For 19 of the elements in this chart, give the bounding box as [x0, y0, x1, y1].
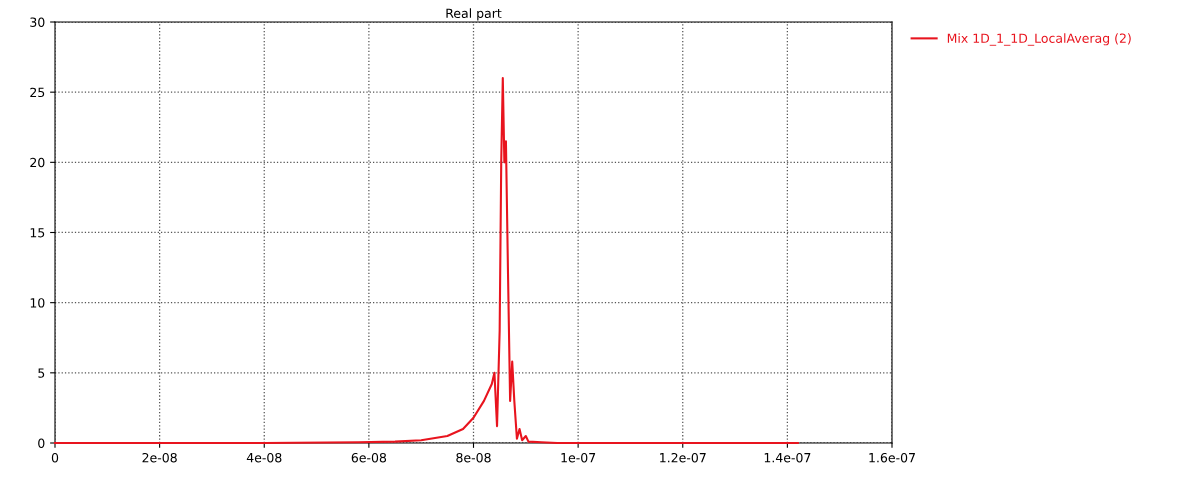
x-tick-label: 1.4e-07: [764, 452, 811, 463]
y-tick-label: 15: [30, 228, 45, 238]
y-tick-label: 0: [38, 438, 45, 448]
y-tick-label: 5: [38, 368, 45, 378]
line-series: [53, 77, 799, 445]
chart-title: Real part: [446, 8, 502, 21]
x-tick-label: 8e-08: [456, 452, 491, 463]
x-tick-label: 4e-08: [246, 452, 282, 463]
x-tick-label: 1e-07: [561, 452, 596, 463]
legend-label: Mix 1D_1_1D_LocalAverag (2): [947, 33, 1131, 46]
x-tick-label: 0: [51, 452, 59, 463]
y-tick-label: 30: [30, 17, 45, 27]
x-tick-label: 6e-08: [351, 452, 387, 463]
x-tick-label: 1.6e-07: [869, 452, 915, 463]
y-tick-label: 10: [30, 298, 45, 308]
x-tick-label: 1.2e-07: [660, 452, 706, 463]
y-tick-label: 25: [30, 87, 45, 98]
y-tick-label: 20: [30, 157, 45, 168]
x-tick-label: 2e-08: [142, 452, 177, 463]
